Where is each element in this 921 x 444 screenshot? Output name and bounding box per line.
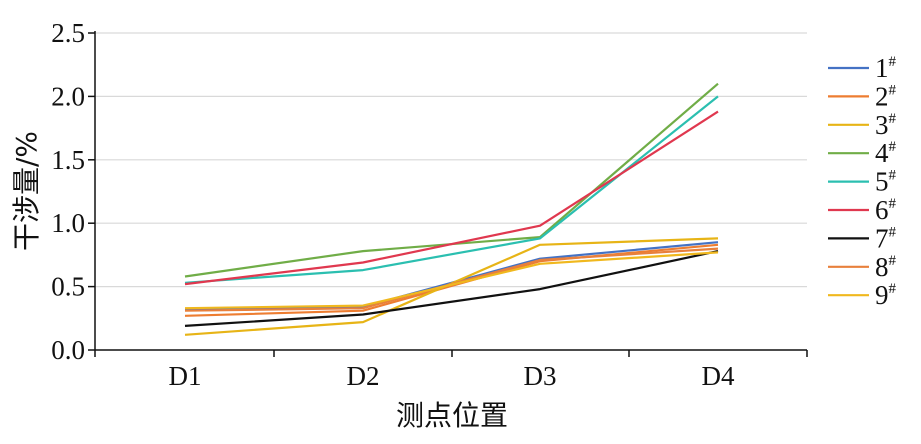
series-line-7 xyxy=(184,250,719,327)
legend-label-7: 7# xyxy=(875,223,897,253)
y-axis-ticks: 0.0 0.5 1.0 1.5 2.0 2.5 xyxy=(51,18,95,365)
y-tick-label-2.0: 2.0 xyxy=(51,81,85,111)
gridlines xyxy=(95,32,807,288)
y-tick-label-0.5: 0.5 xyxy=(51,272,85,302)
legend-label-5: 5# xyxy=(875,167,897,197)
y-axis-title: 干涉量/% xyxy=(10,131,43,251)
x-tick-label-D4: D4 xyxy=(702,361,735,391)
x-axis-ticks: D1 D2 D3 D4 xyxy=(94,350,808,391)
series-line-4 xyxy=(184,82,719,278)
series-line-2 xyxy=(184,243,719,317)
series-line-9 xyxy=(184,251,719,310)
legend-label-6: 6# xyxy=(875,195,897,225)
axes xyxy=(94,31,807,351)
legend-label-1: 1# xyxy=(875,53,897,83)
legend-label-2: 2# xyxy=(875,81,897,111)
x-tick-label-D1: D1 xyxy=(169,361,202,391)
y-tick-label-1.5: 1.5 xyxy=(51,145,85,175)
y-tick-label-2.5: 2.5 xyxy=(51,18,85,48)
legend-label-3: 3# xyxy=(875,110,897,140)
series-line-5 xyxy=(184,95,719,284)
legend: 1#2#3#4#5#6#7#8#9# xyxy=(828,53,897,310)
legend-label-8: 8# xyxy=(875,252,897,282)
x-axis-title: 测点位置 xyxy=(396,399,508,432)
series-line-6 xyxy=(184,110,719,286)
legend-label-9: 9# xyxy=(875,280,897,310)
x-tick-label-D2: D2 xyxy=(347,361,380,391)
series-lines xyxy=(184,82,719,336)
y-tick-label-1.0: 1.0 xyxy=(51,208,85,238)
y-tick-label-0.0: 0.0 xyxy=(51,335,85,365)
legend-label-4: 4# xyxy=(875,138,897,168)
x-tick-label-D3: D3 xyxy=(524,361,557,391)
